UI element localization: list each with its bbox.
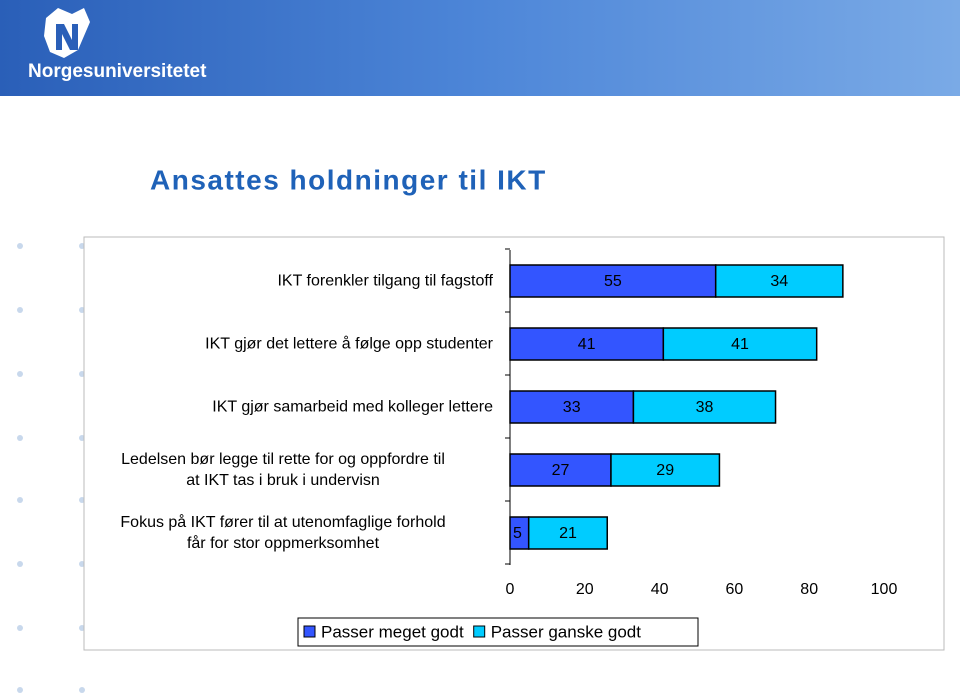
bar bbox=[509, 390, 635, 424]
legend-swatch bbox=[473, 625, 486, 638]
category-label: Ledelsen bør legge til rette for og oppf… bbox=[121, 451, 445, 489]
chart-frame bbox=[83, 236, 945, 651]
header-banner bbox=[0, 0, 960, 96]
bar bbox=[509, 327, 665, 361]
legend-label: Passer meget godt bbox=[321, 622, 464, 641]
logo-mark bbox=[44, 8, 90, 58]
legend-swatch bbox=[303, 625, 316, 638]
logo-text: Norgesuniversitetet bbox=[28, 61, 207, 82]
x-tick-label: 40 bbox=[651, 581, 669, 598]
x-tick-label: 60 bbox=[726, 581, 744, 598]
value-label: 5 bbox=[513, 525, 522, 542]
x-tick-label: 100 bbox=[871, 581, 898, 598]
bar bbox=[509, 453, 612, 487]
bar bbox=[610, 453, 721, 487]
chart-title: Ansattes holdninger til IKT bbox=[150, 164, 547, 195]
value-label: 29 bbox=[656, 462, 674, 479]
category-label: IKT gjør samarbeid med kolleger lettere bbox=[212, 398, 493, 416]
x-tick-label: 0 bbox=[506, 581, 515, 598]
legend-label: Passer ganske godt bbox=[491, 622, 642, 641]
value-label: 34 bbox=[770, 273, 788, 290]
value-label: 41 bbox=[731, 336, 749, 353]
category-label: IKT gjør det lettere å følge opp student… bbox=[205, 335, 493, 353]
value-label: 33 bbox=[563, 399, 581, 416]
value-label: 27 bbox=[552, 462, 570, 479]
legend-frame bbox=[297, 617, 699, 647]
bar bbox=[632, 390, 777, 424]
bar bbox=[527, 516, 608, 550]
x-tick-label: 80 bbox=[800, 581, 818, 598]
value-label: 41 bbox=[578, 336, 596, 353]
x-tick-label: 20 bbox=[576, 581, 594, 598]
category-label: IKT forenkler tilgang til fagstoff bbox=[277, 272, 493, 290]
category-label: Fokus på IKT fører til at utenomfaglige … bbox=[120, 514, 446, 552]
value-label: 21 bbox=[559, 525, 577, 542]
value-label: 55 bbox=[604, 273, 622, 290]
value-label: 38 bbox=[696, 399, 714, 416]
bar bbox=[714, 264, 844, 298]
bar bbox=[662, 327, 818, 361]
